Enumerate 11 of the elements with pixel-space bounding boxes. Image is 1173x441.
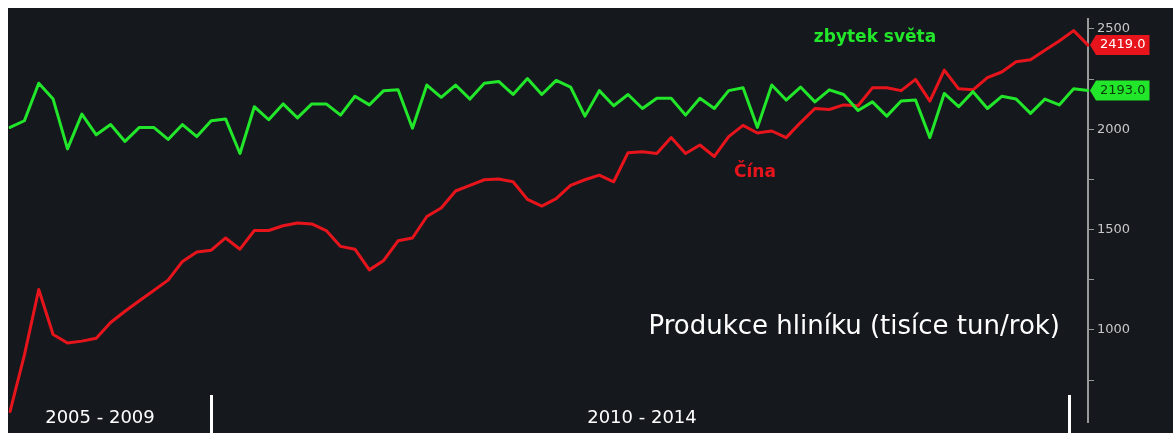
text: Produkce hliníku (tisíce tun/rok) [648, 309, 1060, 340]
text: zbytek světa [813, 26, 937, 47]
data-label: 2193.0 [1100, 81, 1146, 97]
y-tick-label: 2000 [1097, 120, 1131, 136]
y-tick-label: 1500 [1097, 220, 1131, 236]
y-tick-label: 2500 [1097, 20, 1131, 36]
annotation: 2005 - 2009 [45, 405, 155, 427]
annotation: 2010 - 2014 [587, 405, 697, 427]
y-tick-label: 1000 [1097, 321, 1131, 337]
series-label: Čína [734, 160, 776, 182]
data-label: 2419.0 [1100, 36, 1146, 52]
